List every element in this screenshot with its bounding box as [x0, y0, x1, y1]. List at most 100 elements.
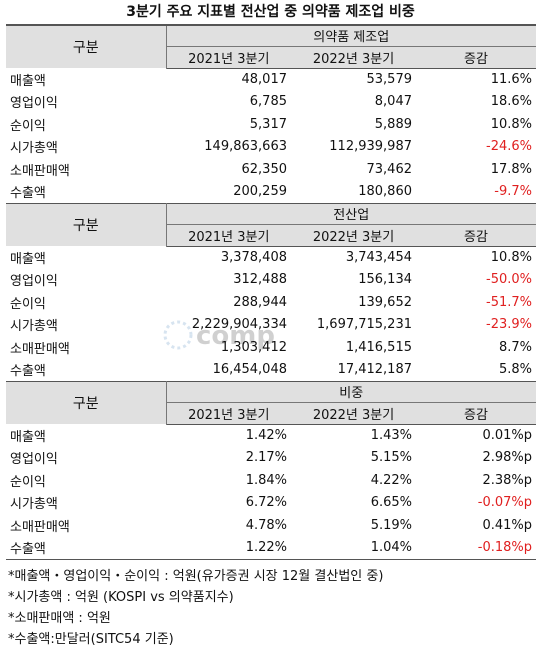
period-header: 2021년 3분기 — [166, 224, 291, 247]
change-value: -24.6% — [486, 139, 532, 155]
table-row: 시가총액 149,863,663 112,939,987 -24.6% — [6, 136, 536, 159]
value-2021: 1.22% — [166, 536, 291, 560]
value-2022: 112,939,987 — [329, 139, 412, 155]
change-value: -0.07%p — [477, 495, 532, 511]
table-row: 소매판매액 1,303,412 1,416,515 8.7% — [6, 336, 536, 359]
period-header: 증감 — [416, 224, 536, 247]
table-row: 매출액 48,017 53,579 11.6% — [6, 68, 536, 91]
section-header-row: 구분 의약품 제조업 — [6, 24, 536, 68]
table-row: 순이익 288,944 139,652 -51.7% — [6, 291, 536, 314]
value-2021: 288,944 — [233, 294, 287, 310]
row-label: 순이익 — [10, 296, 46, 312]
value-2021: 1.42% — [245, 428, 287, 443]
row-label: 매출액 — [10, 251, 46, 267]
table-row: 순이익 5,317 5,889 10.8% — [6, 113, 536, 136]
table-row: 수출액 1.22% 1.04% -0.18%p — [6, 536, 536, 560]
value-2021: 16,454,048 — [212, 362, 287, 377]
data-table: 구분 의약품 제조업 2021년 3분기 2022년 3분기 증감 매출액 48,017 53… — [6, 24, 536, 560]
change-value: -23.9% — [486, 317, 532, 333]
period-header: 2022년 3분기 — [291, 224, 416, 247]
table-row: 소매판매액 4.78% 5.19% 0.41%p — [6, 514, 536, 537]
section-title: 전산업 — [166, 202, 536, 225]
value-2022: 1.43% — [370, 428, 412, 443]
value-2022: 139,652 — [358, 294, 412, 310]
value-2021: 5,317 — [249, 116, 287, 132]
period-header: 2022년 3분기 — [291, 402, 416, 425]
change-value: 2.38%p — [482, 472, 532, 488]
change-value: -51.7% — [486, 294, 532, 310]
section-header-row: 구분 비중 — [6, 380, 536, 424]
value-2022: 1,416,515 — [345, 339, 412, 355]
value-2022: 5.19% — [370, 517, 412, 533]
footnote: *시가총액 : 억원 (KOSPI vs 의약품지수) — [8, 589, 234, 605]
change-value: 2.98%p — [482, 450, 532, 466]
column-header-gubun: 구분 — [6, 202, 167, 246]
period-header-row: 2021년 3분기 2022년 3분기 증감 — [6, 224, 536, 247]
value-2022: 4.22% — [370, 472, 412, 488]
value-2022: 1.04% — [291, 536, 416, 560]
period-header-row: 2021년 3분기 2022년 3분기 증감 — [6, 402, 536, 425]
value-2022: 8,047 — [374, 94, 412, 110]
row-label: 수출액 — [10, 364, 46, 379]
change-value: -0.18%p — [416, 536, 536, 560]
table-row: 매출액 3,378,408 3,743,454 10.8% — [6, 246, 536, 269]
change-value: 5.8% — [498, 362, 532, 377]
change-value: 0.41%p — [482, 517, 532, 533]
table-row: 매출액 1.42% 1.43% 0.01%p — [6, 424, 536, 447]
value-2021: 200,259 — [233, 184, 287, 199]
footnote: *수출액:만달러(SITC54 기준) — [8, 631, 174, 647]
change-value: -9.7% — [494, 184, 532, 199]
column-header-gubun: 구분 — [6, 24, 167, 68]
table-row: 영업이익 6,785 8,047 18.6% — [6, 91, 536, 114]
value-2021: 48,017 — [241, 72, 288, 87]
value-2022: 180,860 — [358, 184, 412, 199]
footnote: *매출액・영업이익・순이익 : 억원(유가증권 시장 12월 결산법인 중) — [8, 568, 384, 584]
value-2021: 6,785 — [249, 94, 287, 110]
value-2022: 3,743,454 — [345, 250, 412, 265]
value-2022: 53,579 — [366, 72, 413, 87]
row-label: 영업이익 — [10, 96, 58, 112]
period-header: 증감 — [416, 402, 536, 425]
value-2022: 73,462 — [366, 161, 413, 177]
value-2021: 1.84% — [245, 472, 287, 488]
table-title: 3분기 주요 지표별 전산업 중 의약품 제조업 비중 — [126, 4, 415, 20]
footnote: *소매판매액 : 억원 — [8, 610, 111, 626]
table-row: 시가총액 6.72% 6.65% -0.07%p — [6, 492, 536, 515]
row-label: 영업이익 — [10, 274, 58, 290]
value-2021: 312,488 — [233, 272, 287, 288]
value-2021: 4.78% — [245, 517, 287, 533]
change-value: 10.8% — [490, 116, 532, 132]
period-header: 2022년 3분기 — [291, 46, 416, 69]
value-2021: 62,350 — [241, 161, 288, 177]
change-value: 0.01%p — [482, 428, 532, 443]
section-title: 비중 — [166, 380, 536, 403]
table-row: 영업이익 2.17% 5.15% 2.98%p — [6, 447, 536, 470]
value-2021: 3,378,408 — [220, 250, 287, 265]
change-value: 8.7% — [498, 339, 532, 355]
row-label: 순이익 — [10, 118, 46, 134]
change-value: 10.8% — [490, 250, 532, 265]
row-label: 소매판매액 — [10, 341, 70, 357]
period-header: 증감 — [416, 46, 536, 69]
section-title: 의약품 제조업 — [166, 24, 536, 47]
period-header-row: 2021년 3분기 2022년 3분기 증감 — [6, 46, 536, 69]
value-2022: 156,134 — [358, 272, 412, 288]
value-2022: 1,697,715,231 — [316, 317, 412, 333]
section-header-row: 구분 전산업 — [6, 202, 536, 246]
table-row: 순이익 1.84% 4.22% 2.38%p — [6, 469, 536, 492]
row-label: 시가총액 — [10, 497, 58, 513]
row-label: 영업이익 — [10, 452, 58, 468]
row-label: 순이익 — [10, 474, 46, 490]
change-value: 17.8% — [490, 161, 532, 177]
value-2021: 6.72% — [245, 495, 287, 511]
row-label: 수출액 — [10, 186, 46, 201]
table-row: 수출액 200,259 180,860 -9.7% — [6, 181, 536, 204]
row-label: 소매판매액 — [10, 519, 70, 535]
value-2021: 2.17% — [245, 450, 287, 466]
table-row: 영업이익 312,488 156,134 -50.0% — [6, 269, 536, 292]
value-2021: 1,303,412 — [220, 339, 287, 355]
table-row: 수출액 16,454,048 17,412,187 5.8% — [6, 359, 536, 382]
period-header: 2021년 3분기 — [166, 46, 291, 69]
row-label: 시가총액 — [10, 319, 58, 335]
period-header: 2021년 3분기 — [166, 402, 291, 425]
